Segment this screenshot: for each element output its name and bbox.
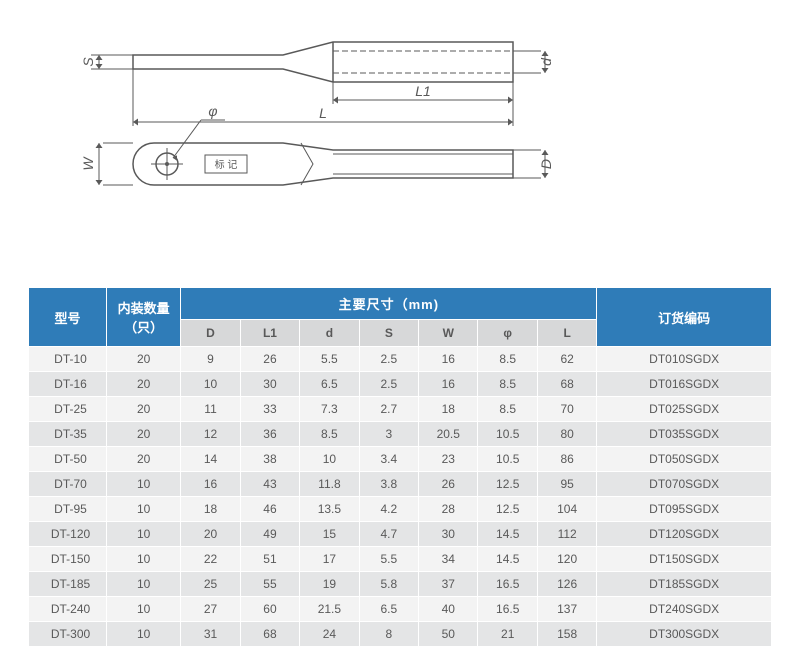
table-row: DT-252011337.32.7188.570DT025SGDX [29,397,772,422]
svg-text:φ: φ [208,103,217,119]
col-D: D [181,320,240,347]
svg-text:标 记: 标 记 [215,159,238,171]
table-row: DT-3001031682485021158DT300SGDX [29,622,772,647]
table-row: DT-10209265.52.5168.562DT010SGDX [29,347,772,372]
technical-drawing: Sd L1 L 标 记 φ W D [63,14,603,266]
table-row: DT-24010276021.56.54016.5137DT240SGDX [29,597,772,622]
spec-table: 型号 内装数量（只） 主要尺寸（mm) 订货编码 DL1dSWφL DT-102… [28,287,772,647]
col-d: d [300,320,359,347]
spec-thead: 型号 内装数量（只） 主要尺寸（mm) 订货编码 DL1dSWφL [29,288,772,347]
col-W: W [419,320,478,347]
col-L: L [537,320,596,347]
svg-text:W: W [80,156,96,171]
col-dims-group: 主要尺寸（mm) [181,288,597,320]
spec-tbody: DT-10209265.52.5168.562DT010SGDXDT-16201… [29,347,772,647]
col-φ: φ [478,320,537,347]
svg-text:d: d [538,57,554,66]
table-row: DT-50201438103.42310.586DT050SGDX [29,447,772,472]
svg-text:S: S [80,57,96,67]
col-qty: 内装数量（只） [107,288,181,347]
svg-text:L1: L1 [415,83,431,99]
table-row: DT-7010164311.83.82612.595DT070SGDX [29,472,772,497]
table-row: DT-9510184613.54.22812.5104DT095SGDX [29,497,772,522]
table-row: DT-352012368.5320.510.580DT035SGDX [29,422,772,447]
col-model: 型号 [29,288,107,347]
table-row: DT-150102251175.53414.5120DT150SGDX [29,547,772,572]
col-order: 订货编码 [597,288,772,347]
col-L1: L1 [240,320,299,347]
svg-text:D: D [538,159,554,169]
table-row: DT-120102049154.73014.5112DT120SGDX [29,522,772,547]
table-row: DT-185102555195.83716.5126DT185SGDX [29,572,772,597]
col-S: S [359,320,418,347]
svg-text:L: L [319,105,327,121]
table-row: DT-162010306.52.5168.568DT016SGDX [29,372,772,397]
